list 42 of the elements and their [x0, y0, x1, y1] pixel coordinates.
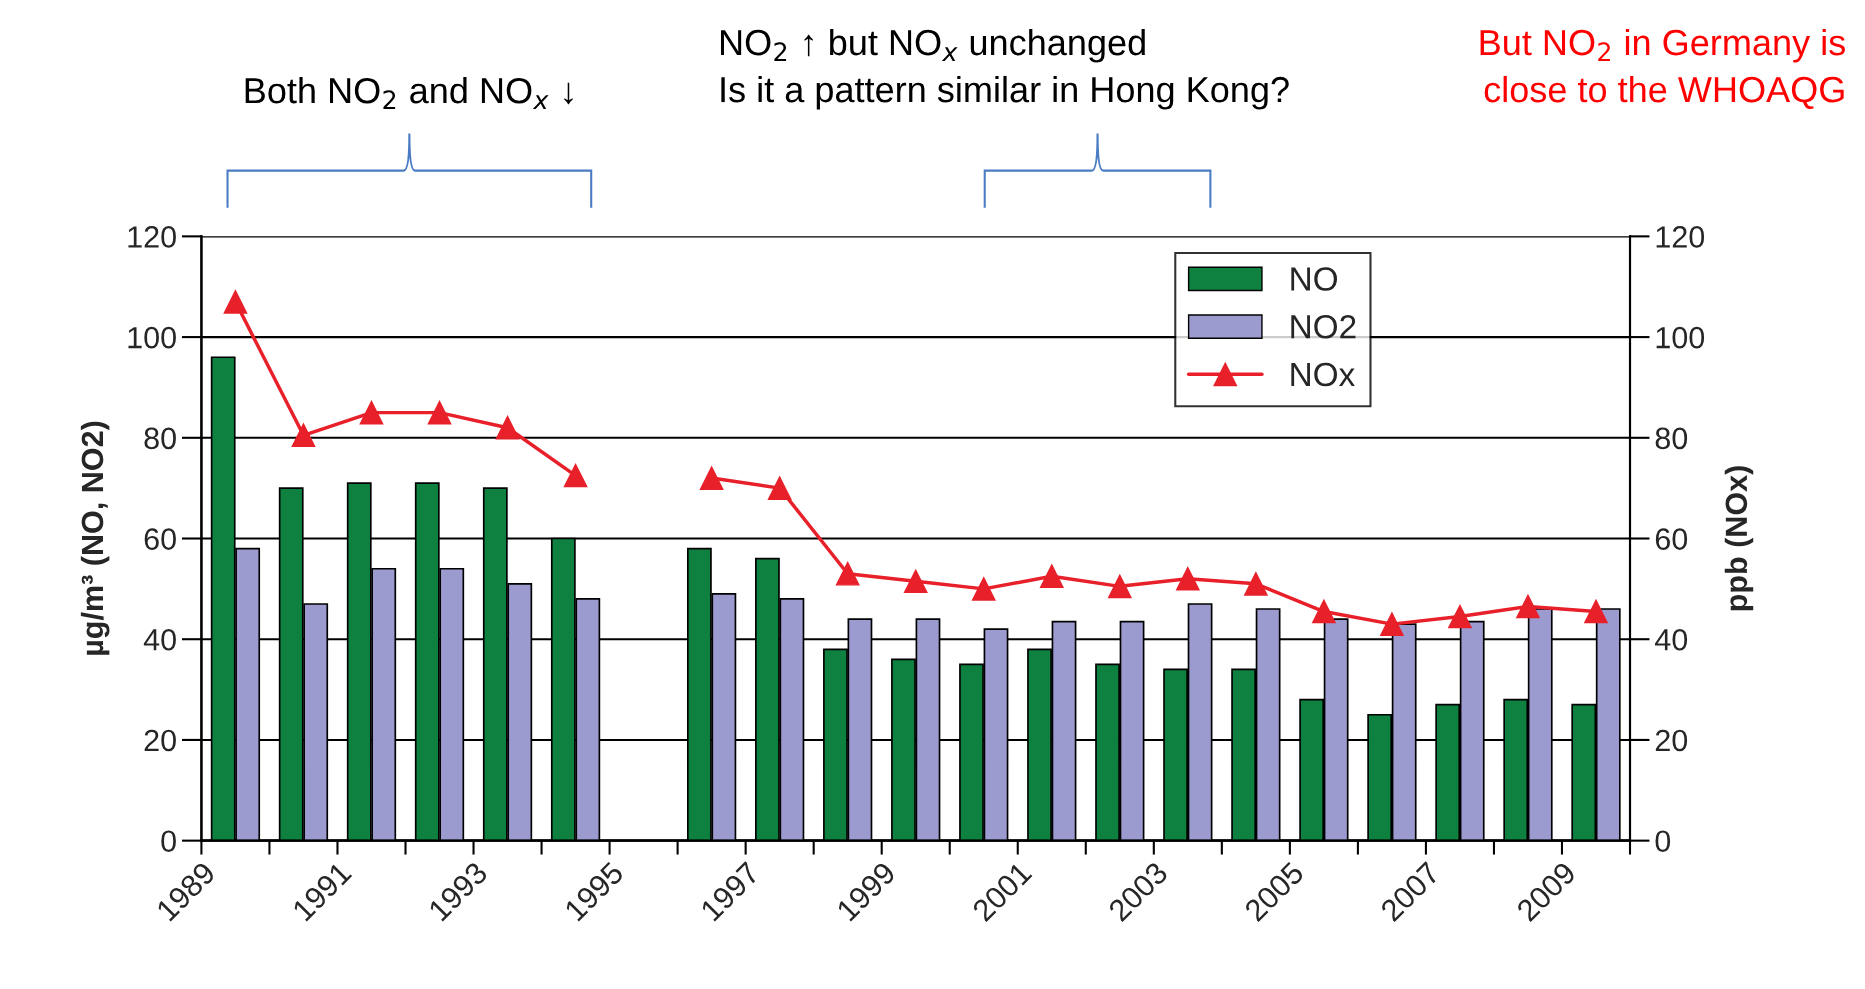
y-tick-label: 120 [128, 226, 176, 248]
y-tick-label: 20 [144, 729, 176, 752]
point [1176, 566, 1200, 591]
legend-label: NO [1291, 267, 1338, 291]
point [767, 476, 792, 500]
y2-tick-label: 0 [1655, 830, 1671, 853]
point [291, 423, 316, 448]
point [1516, 594, 1540, 619]
point [1107, 574, 1132, 599]
legend-label: NOx [1291, 362, 1355, 387]
y-tick-label: 80 [144, 427, 176, 450]
point [1584, 599, 1608, 624]
y-tick-label: 100 [128, 326, 176, 349]
y2-tick-label: 40 [1655, 628, 1688, 651]
point [903, 569, 928, 594]
point [427, 400, 452, 425]
point [563, 463, 588, 488]
text: Both NO$_{2}$ and NO$_{x}$ ↓ [245, 76, 573, 110]
y2-tick-label: 100 [1656, 326, 1705, 349]
y2-tick-label: 120 [1656, 226, 1705, 248]
y-axis-title: µg/m³ (NO, NO2) [80, 421, 110, 655]
point [699, 466, 724, 490]
point [1448, 604, 1472, 629]
y2-axis-title: ppb (NOx) [1724, 466, 1754, 611]
y2-tick-label: 20 [1655, 729, 1688, 752]
legend-label: NO2 [1291, 314, 1356, 339]
text: NO$_{2}$ ↑ but NO$_{x}$ unchanged Is it a pattern similar in Hong Kong? [720, 28, 1289, 110]
point [835, 561, 860, 586]
point [1244, 572, 1268, 596]
text: But NO$_{2}$ in Germany is close to the WHOAQG [1480, 28, 1845, 109]
y-tick-label: 60 [144, 528, 176, 550]
y2-tick-label: 80 [1655, 427, 1688, 450]
point [971, 577, 996, 601]
y2-tick-label: 60 [1655, 528, 1688, 550]
point [223, 290, 248, 314]
point [1312, 599, 1336, 624]
point [1039, 564, 1064, 589]
point [495, 415, 520, 440]
y-tick-label: 40 [143, 628, 176, 651]
point [359, 400, 384, 425]
point [1380, 612, 1404, 636]
y-tick-label: 0 [161, 830, 176, 853]
